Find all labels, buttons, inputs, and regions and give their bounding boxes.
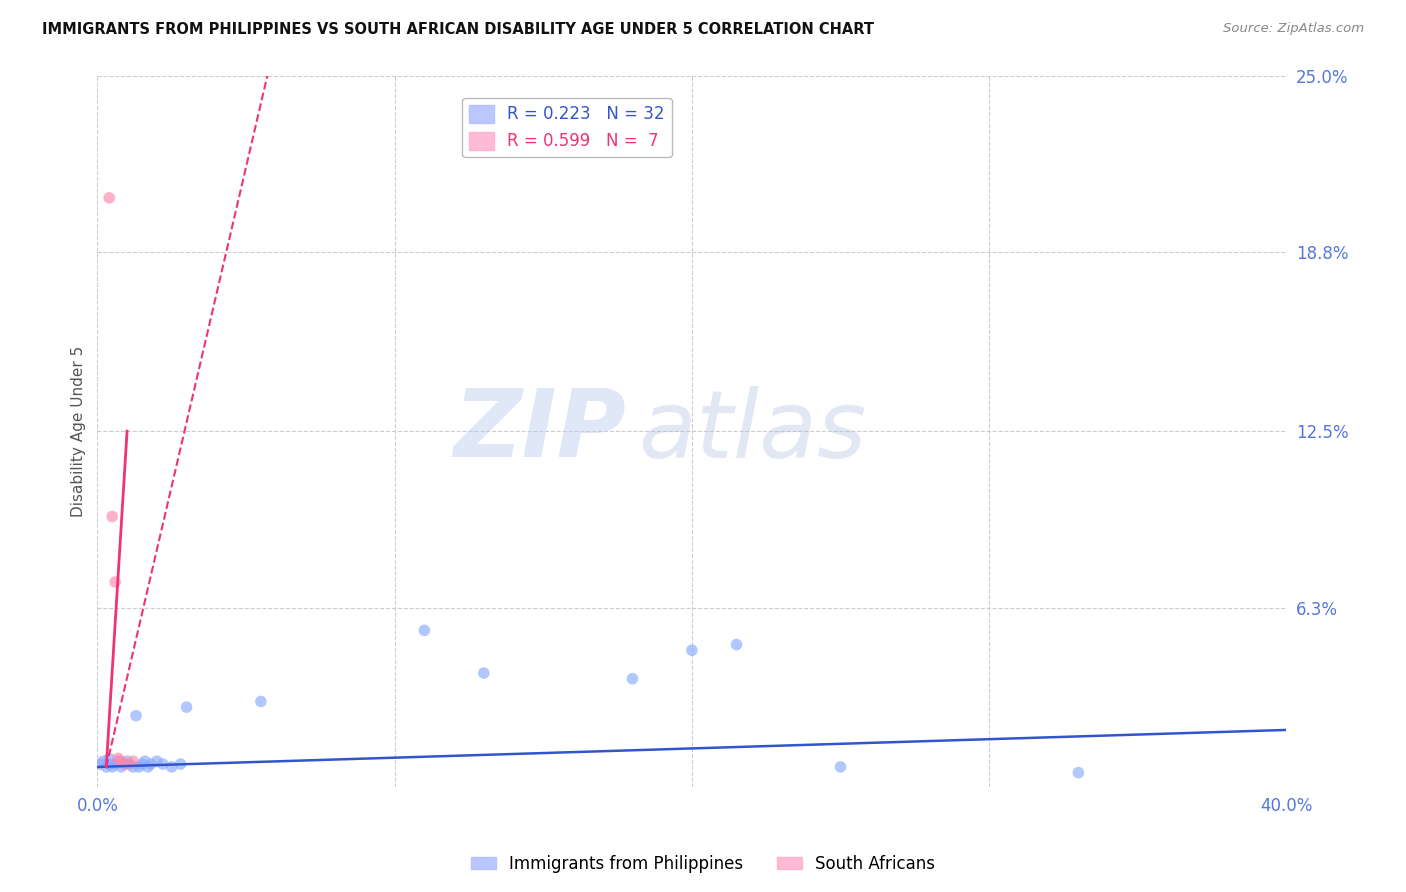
Legend: R = 0.223   N = 32, R = 0.599   N =  7: R = 0.223 N = 32, R = 0.599 N = 7: [463, 98, 672, 157]
Point: [107, 754, 129, 768]
Point: [101, 509, 124, 524]
Point: [176, 700, 198, 714]
Point: [98, 751, 121, 765]
Point: [1067, 765, 1090, 780]
Point: [110, 754, 132, 768]
Point: [152, 757, 174, 772]
Point: [112, 757, 135, 772]
Text: IMMIGRANTS FROM PHILIPPINES VS SOUTH AFRICAN DISABILITY AGE UNDER 5 CORRELATION : IMMIGRANTS FROM PHILIPPINES VS SOUTH AFR…: [42, 22, 875, 37]
Point: [96, 760, 118, 774]
Point: [136, 760, 159, 774]
Point: [104, 757, 127, 772]
Point: [115, 757, 138, 772]
Point: [107, 751, 129, 765]
Text: ZIP: ZIP: [454, 385, 627, 477]
Point: [122, 760, 145, 774]
Point: [125, 708, 148, 723]
Point: [91, 754, 114, 768]
Text: Source: ZipAtlas.com: Source: ZipAtlas.com: [1223, 22, 1364, 36]
Y-axis label: Disability Age Under 5: Disability Age Under 5: [72, 345, 86, 516]
Point: [98, 191, 121, 205]
Point: [122, 754, 145, 768]
Point: [115, 754, 138, 768]
Point: [146, 754, 169, 768]
Point: [830, 760, 852, 774]
Point: [134, 754, 156, 768]
Point: [104, 574, 127, 589]
Point: [110, 760, 132, 774]
Point: [98, 757, 121, 772]
Point: [681, 643, 703, 657]
Point: [725, 638, 748, 652]
Point: [139, 757, 162, 772]
Point: [621, 672, 644, 686]
Point: [160, 760, 183, 774]
Point: [128, 760, 150, 774]
Point: [169, 757, 191, 772]
Point: [118, 757, 141, 772]
Legend: Immigrants from Philippines, South Africans: Immigrants from Philippines, South Afric…: [464, 848, 942, 880]
Point: [413, 624, 436, 638]
Point: [472, 666, 495, 681]
Point: [101, 760, 124, 774]
Text: atlas: atlas: [638, 385, 866, 476]
Point: [250, 694, 273, 708]
Point: [131, 757, 153, 772]
Point: [89, 757, 111, 772]
